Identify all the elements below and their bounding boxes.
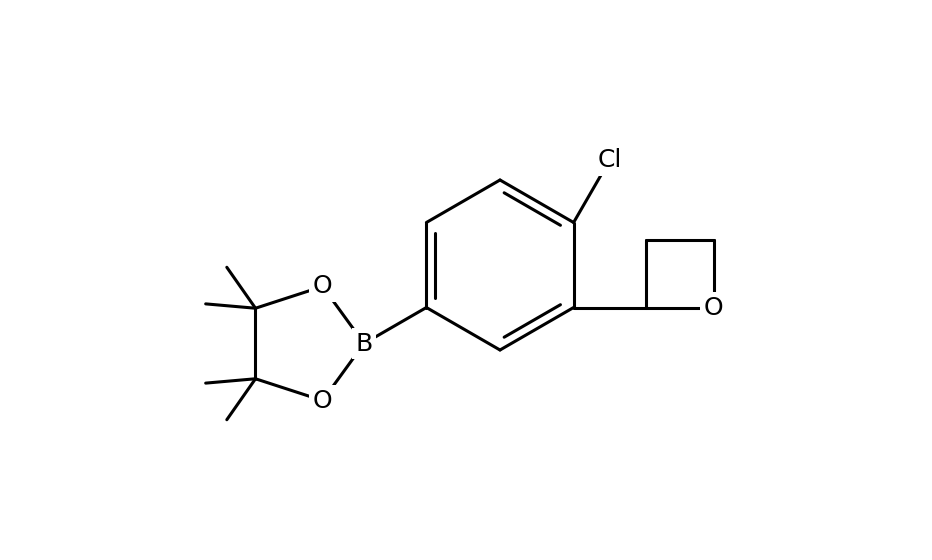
Text: B: B bbox=[355, 332, 373, 356]
Text: Cl: Cl bbox=[597, 148, 622, 172]
Text: O: O bbox=[704, 296, 723, 320]
Text: O: O bbox=[313, 274, 333, 298]
Text: O: O bbox=[313, 389, 333, 413]
